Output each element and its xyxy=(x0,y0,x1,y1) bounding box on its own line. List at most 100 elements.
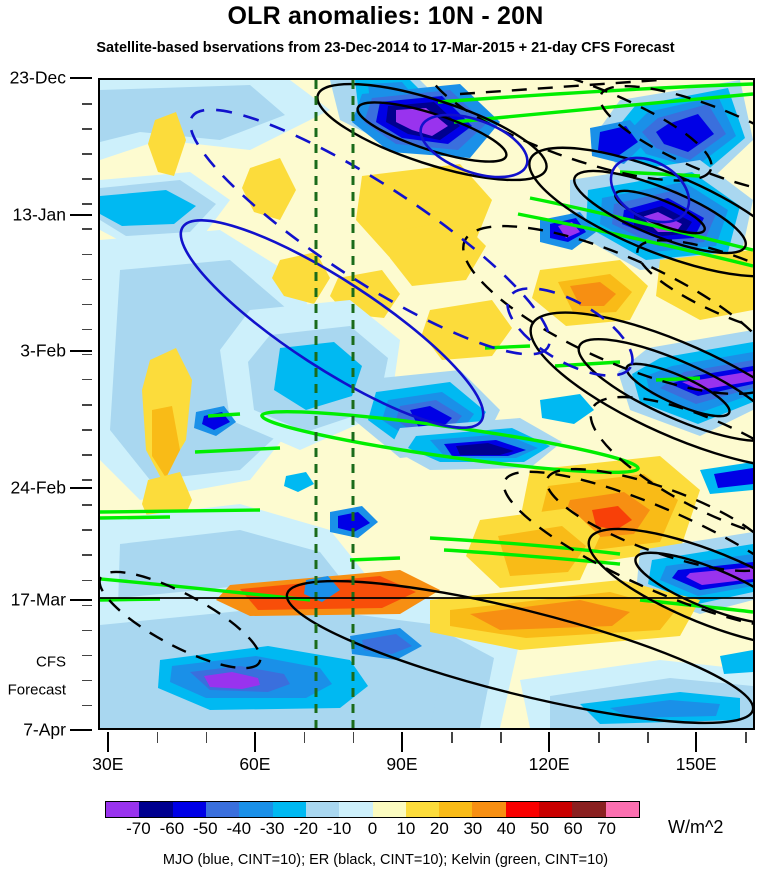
y-axis-tick-label: 17-Mar xyxy=(10,589,66,610)
colorbar-swatch xyxy=(205,802,240,817)
x-axis-minor-tick xyxy=(647,732,649,743)
y-axis-major-tick xyxy=(70,598,92,601)
x-axis-major-tick xyxy=(400,732,403,752)
y-axis-minor-tick xyxy=(82,378,92,381)
y-axis-minor-tick xyxy=(82,479,92,481)
colorbar xyxy=(105,801,640,818)
x-axis-tick-label: 60E xyxy=(239,754,271,774)
colorbar-tick-label: -30 xyxy=(259,819,285,838)
figure-subtitle: Satellite-based bservations from 23-Dec-… xyxy=(96,40,675,56)
colorbar-swatch xyxy=(605,802,639,817)
colorbar-swatch xyxy=(472,802,506,817)
y-axis-minor-tick xyxy=(82,654,92,657)
plot-area xyxy=(98,78,755,730)
y-axis-major-tick xyxy=(70,350,92,353)
y-axis-minor-tick xyxy=(82,554,92,556)
x-axis-tick-label: 90E xyxy=(386,754,418,774)
y-axis-tick-label: 7-Apr xyxy=(23,719,66,740)
colorbar-swatch xyxy=(239,802,273,817)
x-axis-tick-label: 30E xyxy=(92,754,124,774)
colorbar-swatch xyxy=(139,802,173,817)
y-axis-minor-tick xyxy=(82,128,92,130)
x-axis-major-tick xyxy=(253,732,256,752)
colorbar-swatch xyxy=(272,802,306,817)
colorbar-swatch xyxy=(339,802,373,817)
y-axis-minor-tick xyxy=(82,178,92,180)
y-axis-minor-tick xyxy=(82,704,92,707)
colorbar-tick-label: -40 xyxy=(226,819,252,838)
colorbar-swatch xyxy=(505,802,540,817)
y-axis-minor-tick xyxy=(82,579,92,582)
olr-anomaly-field xyxy=(100,80,753,728)
x-axis-major-tick xyxy=(548,732,551,752)
colorbar-tick-label: -70 xyxy=(126,819,151,838)
colorbar-swatch xyxy=(106,802,140,817)
colorbar-tick-label: 30 xyxy=(463,819,483,838)
mjo-contours-dashed xyxy=(188,108,634,377)
y-axis-minor-tick xyxy=(82,629,92,632)
y-axis-minor-tick xyxy=(82,529,92,531)
y-axis-minor-tick xyxy=(82,278,92,281)
y-axis-major-tick xyxy=(70,213,92,216)
colorbar-tick-label: -60 xyxy=(159,819,185,838)
colorbar-swatch xyxy=(305,802,340,817)
y-axis-minor-tick xyxy=(82,103,92,105)
y-axis-minor-tick xyxy=(82,203,92,205)
wave-legend: MJO (blue, CINT=10); ER (black, CINT=10)… xyxy=(162,852,609,868)
colorbar-tick-label: 50 xyxy=(530,819,550,838)
y-axis-minor-tick xyxy=(82,604,92,607)
colorbar-tick-label: -50 xyxy=(193,819,218,838)
colorbar-swatch xyxy=(372,802,406,817)
shaded-contours xyxy=(100,80,753,728)
y-axis-minor-tick xyxy=(82,454,92,456)
colorbar-swatch xyxy=(539,802,573,817)
colorbar-tick-label: 0 xyxy=(367,819,378,838)
x-axis-minor-tick xyxy=(745,732,747,743)
page-title: OLR anomalies: 10N - 20N xyxy=(227,2,544,30)
cfs-forecast-note: Forecast xyxy=(7,681,66,699)
y-axis-minor-tick xyxy=(82,404,92,406)
cfs-forecast-note: CFS xyxy=(36,653,66,671)
y-axis-tick-label: 13-Jan xyxy=(12,204,66,225)
x-axis: 30E 60E 90E 120E 150E xyxy=(92,732,755,780)
y-axis-minor-tick xyxy=(82,153,92,155)
colorbar-tick-label: 40 xyxy=(496,819,516,838)
y-axis-minor-tick xyxy=(82,303,92,306)
x-axis-minor-tick xyxy=(500,732,502,743)
colorbar-tick-label: -10 xyxy=(326,819,352,838)
colorbar-swatch xyxy=(405,802,440,817)
colorbar-swatch xyxy=(172,802,206,817)
colorbar-tick-label: -20 xyxy=(293,819,318,838)
y-axis-minor-tick xyxy=(82,228,92,230)
x-axis-minor-tick xyxy=(205,732,208,743)
x-axis-minor-tick xyxy=(451,732,453,743)
y-axis-minor-tick xyxy=(82,429,92,431)
y-axis-minor-tick xyxy=(82,504,92,506)
colorbar-tick-label: 10 xyxy=(396,819,416,838)
colorbar-labels: -70 -60 -50 -40 -30 -20 -10 0 10 20 30 40 50 60 70 xyxy=(0,819,771,841)
mjo-contours xyxy=(179,113,691,430)
colorbar-tick-label: 20 xyxy=(429,819,449,838)
colorbar-swatch xyxy=(439,802,473,817)
y-axis-minor-tick xyxy=(82,353,92,356)
x-axis-tick-label: 120E xyxy=(528,754,570,774)
colorbar-tick-label: 70 xyxy=(597,819,617,838)
y-axis-tick-label: 23-Dec xyxy=(9,67,66,88)
colorbar-units: W/m^2 xyxy=(668,817,724,837)
x-axis-minor-tick xyxy=(303,732,306,743)
x-axis-major-tick xyxy=(695,732,698,752)
x-axis-tick-label: 150E xyxy=(675,754,717,774)
y-axis: 23-Dec 13-Jan 3-Feb 24-Feb 17-Mar 7-Apr CFS For… xyxy=(0,68,92,740)
y-axis-tick-label: 3-Feb xyxy=(20,340,66,361)
y-axis-major-tick xyxy=(70,729,92,731)
x-axis-minor-tick xyxy=(156,732,159,743)
y-axis-minor-tick xyxy=(82,679,92,682)
y-axis-tick-label: 24-Feb xyxy=(10,477,66,498)
y-axis-major-tick xyxy=(70,486,92,489)
x-axis-minor-tick xyxy=(598,732,600,743)
x-axis-minor-tick xyxy=(352,732,355,743)
y-axis-major-tick xyxy=(70,77,92,79)
x-axis-major-tick xyxy=(106,732,109,752)
y-axis-minor-tick xyxy=(82,328,92,331)
